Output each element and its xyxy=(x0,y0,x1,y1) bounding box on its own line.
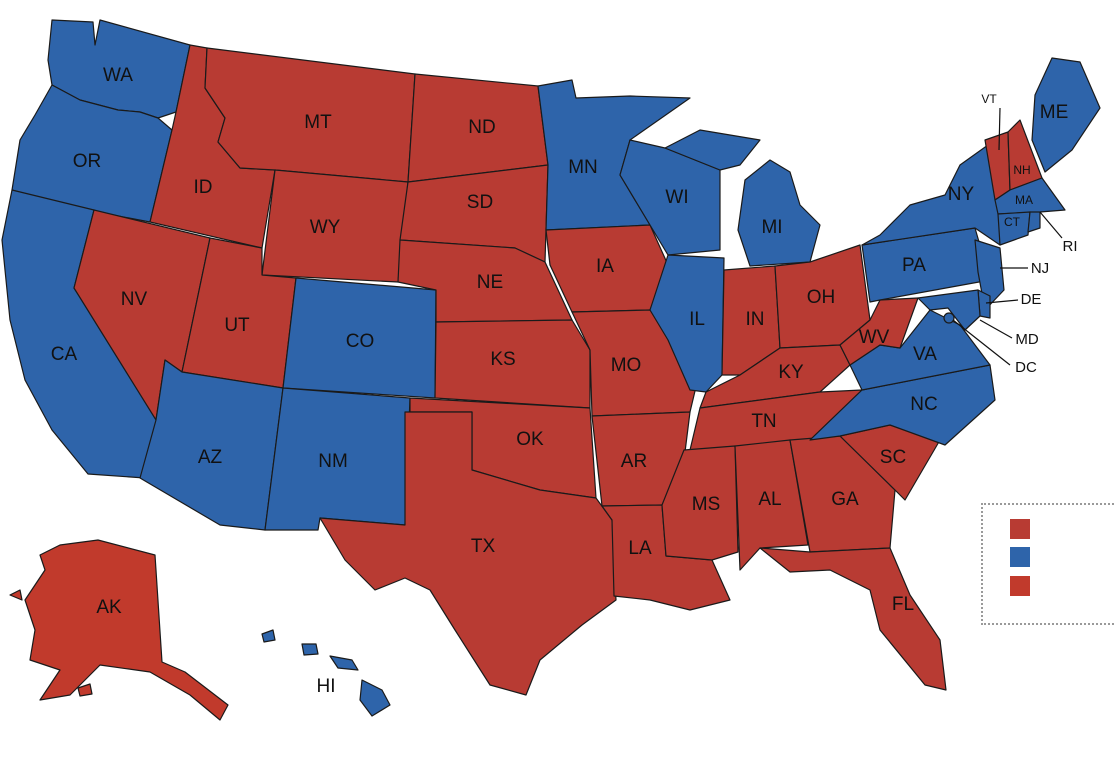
legend xyxy=(981,503,1114,625)
state-mi[interactable] xyxy=(737,159,821,267)
label-vt: VT xyxy=(981,92,997,106)
legend-swatch-1 xyxy=(1010,519,1030,539)
hi-island-kauai xyxy=(261,629,276,643)
state-dc[interactable] xyxy=(943,312,955,324)
label-mt: MT xyxy=(304,112,332,133)
label-ar: AR xyxy=(621,451,647,472)
label-hi: HI xyxy=(317,676,336,697)
label-in: IN xyxy=(746,309,765,330)
state-wv[interactable] xyxy=(839,297,919,366)
state-nc[interactable] xyxy=(809,364,996,446)
label-ga: GA xyxy=(831,489,859,510)
label-ak: AK xyxy=(96,597,122,618)
label-ms: MS xyxy=(692,494,721,515)
label-tx: TX xyxy=(471,536,496,557)
hi-island-maui xyxy=(329,655,359,671)
label-dc: DC xyxy=(1015,359,1037,376)
state-hi[interactable] xyxy=(359,679,391,717)
label-ut: UT xyxy=(224,315,250,336)
state-ri[interactable] xyxy=(1027,211,1041,233)
label-ia: IA xyxy=(596,256,614,277)
label-nh: NH xyxy=(1013,163,1030,177)
label-ny: NY xyxy=(948,184,975,205)
state-ak[interactable] xyxy=(24,539,229,721)
label-nc: NC xyxy=(910,394,937,415)
hi-island-oahu xyxy=(301,643,319,656)
ak-island-2 xyxy=(77,683,93,697)
state-ny[interactable] xyxy=(861,144,1001,246)
label-de: DE xyxy=(1021,291,1042,308)
label-wa: WA xyxy=(103,65,133,86)
state-tx[interactable] xyxy=(319,411,617,696)
legend-swatch-3 xyxy=(1010,576,1030,596)
label-mo: MO xyxy=(611,355,642,376)
label-nm: NM xyxy=(318,451,348,472)
legend-swatch-2 xyxy=(1010,547,1030,567)
state-me[interactable] xyxy=(1031,57,1101,173)
label-ok: OK xyxy=(516,429,544,450)
label-oh: OH xyxy=(807,287,836,308)
label-ks: KS xyxy=(490,349,515,370)
state-mi-upper[interactable] xyxy=(664,129,761,171)
label-tn: TN xyxy=(751,411,776,432)
label-ca: CA xyxy=(51,344,78,365)
label-pa: PA xyxy=(902,255,926,276)
label-nd: ND xyxy=(468,117,495,138)
ak-island-1 xyxy=(9,589,23,601)
label-il: IL xyxy=(689,309,705,330)
label-mi: MI xyxy=(761,217,782,238)
label-nj: NJ xyxy=(1031,260,1049,277)
label-id: ID xyxy=(194,177,213,198)
state-ks[interactable] xyxy=(434,319,591,409)
label-or: OR xyxy=(73,151,102,172)
label-az: AZ xyxy=(198,447,223,468)
label-ct: CT xyxy=(1004,215,1021,229)
label-md: MD xyxy=(1015,331,1038,348)
label-ri: RI xyxy=(1063,238,1078,255)
state-al[interactable] xyxy=(734,439,809,571)
label-fl: FL xyxy=(892,594,914,615)
label-co: CO xyxy=(346,331,375,352)
label-sc: SC xyxy=(880,447,906,468)
label-me: ME xyxy=(1040,102,1069,123)
label-va: VA xyxy=(913,344,937,365)
label-al: AL xyxy=(758,489,781,510)
state-fl[interactable] xyxy=(759,547,947,691)
state-ct[interactable] xyxy=(997,211,1031,246)
label-mn: MN xyxy=(568,157,598,178)
label-wi: WI xyxy=(665,187,688,208)
label-la: LA xyxy=(628,538,652,559)
label-ky: KY xyxy=(778,362,804,383)
label-wv: WV xyxy=(859,327,890,348)
label-wy: WY xyxy=(310,217,341,238)
label-nv: NV xyxy=(121,289,148,310)
label-sd: SD xyxy=(467,192,493,213)
label-ne: NE xyxy=(477,272,503,293)
label-ma: MA xyxy=(1015,193,1033,207)
state-az[interactable] xyxy=(139,359,284,531)
